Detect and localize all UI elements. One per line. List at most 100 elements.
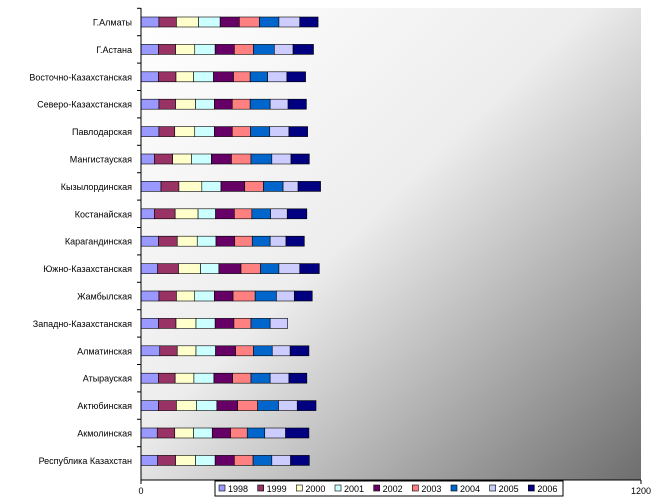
- bar-segment-2002: [214, 455, 235, 466]
- bar-segment-2006: [287, 98, 307, 110]
- legend-label: 2003: [421, 484, 441, 494]
- bar-segment-2000: [175, 455, 196, 466]
- bar-segment-1999: [154, 153, 173, 165]
- bar-segment-2001: [195, 455, 216, 466]
- bar-segment-2001: [200, 263, 220, 274]
- category-label: Кызылординская: [61, 182, 132, 192]
- legend-swatch: [489, 484, 496, 492]
- bar-segment-2002: [214, 126, 233, 137]
- bar-segment-2004: [251, 208, 271, 220]
- bar-segment-2004: [252, 455, 273, 466]
- bar-segment-2003: [237, 400, 258, 411]
- bar-segment-2000: [175, 44, 196, 55]
- bar-segment-2006: [290, 455, 310, 466]
- bar-segment-2003: [234, 44, 254, 55]
- bar-segment-1999: [159, 345, 178, 357]
- bar-segment-2004: [246, 427, 266, 439]
- bar-segment-2004: [254, 290, 277, 302]
- category-label: Атырауская: [83, 374, 132, 384]
- legend-label: 2006: [537, 484, 557, 494]
- bar-segment-1998: [140, 98, 160, 110]
- bar-segment-2004: [253, 345, 273, 357]
- bar-segment-2003: [234, 208, 253, 220]
- bar-segment-2002: [213, 71, 234, 83]
- bar-segment-2002: [211, 427, 231, 439]
- bar-segment-2005: [278, 400, 298, 411]
- bar-segment-2000: [176, 345, 197, 357]
- bar-segment-1999: [158, 126, 176, 137]
- bar-segment-2003: [233, 71, 251, 83]
- bar-segment-2001: [195, 318, 216, 329]
- x-tick-label: 0: [138, 486, 143, 496]
- bar-segment-1999: [158, 71, 177, 83]
- legend-swatch: [450, 484, 458, 492]
- bar-segment-1999: [158, 400, 177, 411]
- bar-segment-2000: [174, 372, 195, 384]
- bar-segment-1998: [140, 372, 159, 384]
- bar-segment-2003: [232, 290, 256, 302]
- bar-segment-2005: [264, 427, 286, 439]
- bar-segment-2002: [214, 290, 234, 302]
- legend-label: 1998: [228, 484, 248, 494]
- bar-segment-1999: [158, 372, 176, 384]
- bar-segment-2002: [215, 345, 236, 357]
- category-label: Актюбинская: [77, 401, 132, 411]
- bar-segment-2001: [193, 71, 214, 83]
- bar-segment-1998: [140, 235, 159, 247]
- bar-segment-2002: [214, 318, 235, 329]
- bar-segment-2005: [270, 208, 288, 220]
- bar-segment-2006: [289, 345, 310, 357]
- category-label: Жамбылская: [77, 292, 132, 302]
- bar-segment-2003: [232, 372, 252, 384]
- bar-segment-2003: [244, 181, 264, 192]
- bar-segment-2006: [285, 427, 310, 439]
- legend-swatch: [412, 484, 419, 492]
- bar-segment-2004: [260, 263, 280, 274]
- bar-segment-2004: [249, 71, 268, 83]
- bar-segment-2005: [282, 181, 299, 192]
- bar-segment-2003: [239, 16, 260, 28]
- bar-segment-1999: [156, 427, 176, 439]
- bar-segment-2002: [216, 400, 238, 411]
- bar-segment-2002: [213, 372, 233, 384]
- bar-segment-2006: [294, 290, 313, 302]
- bar-segment-2003: [240, 263, 261, 274]
- bar-segment-1998: [140, 71, 159, 83]
- bar-segment-2000: [176, 235, 198, 247]
- bar-segment-2006: [285, 235, 305, 247]
- bar-segment-2004: [249, 98, 271, 110]
- bar-segment-2005: [269, 126, 290, 137]
- bar-segment-2005: [278, 263, 301, 274]
- bar-segment-2006: [292, 44, 314, 55]
- bar-segment-2001: [193, 427, 213, 439]
- bar-segment-2005: [271, 153, 292, 165]
- bar-segment-2004: [253, 44, 275, 55]
- bar-segment-2000: [174, 126, 196, 137]
- legend-label: 2005: [499, 484, 519, 494]
- bar-segment-2001: [195, 345, 216, 357]
- legend-swatch: [218, 484, 226, 492]
- bar-segment-2000: [175, 318, 197, 329]
- bar-segment-2000: [176, 290, 195, 302]
- bar-segment-2002: [220, 181, 246, 192]
- bar-segment-2000: [178, 263, 201, 274]
- bar-segment-2005: [276, 290, 295, 302]
- bar-segment-2001: [194, 126, 215, 137]
- bar-layer: [140, 16, 321, 466]
- bar-segment-2003: [234, 455, 254, 466]
- category-label: Республика Казахстан: [39, 456, 132, 466]
- bar-segment-2004: [250, 126, 271, 137]
- bar-segment-2005: [269, 98, 289, 110]
- x-tick-label: 1200: [631, 486, 651, 496]
- bar-segment-2006: [286, 208, 308, 220]
- bar-segment-2002: [211, 153, 232, 165]
- bar-segment-2003: [233, 318, 252, 329]
- bar-segment-2004: [250, 153, 273, 165]
- bar-segment-2000: [176, 400, 197, 411]
- bar-segment-2006: [288, 126, 308, 137]
- legend-swatch: [296, 484, 303, 492]
- bar-segment-2006: [286, 71, 306, 83]
- bar-segment-2000: [174, 427, 194, 439]
- bar-segment-1999: [154, 208, 176, 220]
